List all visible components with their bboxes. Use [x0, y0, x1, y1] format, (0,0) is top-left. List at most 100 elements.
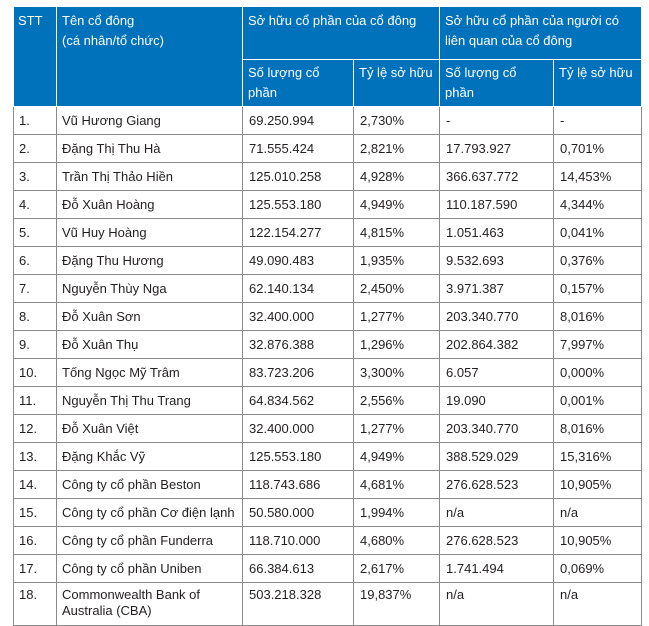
cell-ratio: 1,277%	[352, 414, 441, 443]
cell-related-ratio: 7,997%	[553, 330, 643, 359]
cell-related-qty: 388.529.029	[439, 442, 555, 471]
cell-related-ratio: 10,905%	[553, 470, 643, 499]
table-row: 9. Đỗ Xuân Thụ 32.876.388 1,296% 202.864.382…	[13, 330, 643, 359]
cell-name: Vũ Hương Giang	[56, 106, 243, 135]
cell-qty: 118.710.000	[242, 526, 354, 555]
cell-related-ratio: n/a	[553, 582, 643, 626]
cell-qty: 32.400.000	[242, 414, 354, 443]
header-name-line2: (cá nhân/tổ chức)	[62, 33, 164, 48]
cell-stt: 10.	[13, 358, 57, 387]
cell-related-qty: 366.637.772	[439, 162, 555, 191]
cell-stt: 16.	[13, 526, 57, 555]
cell-qty: 66.384.613	[242, 554, 354, 583]
shareholder-table-container: STT Tên cổ đông (cá nhân/tổ chức) Sở hữu…	[13, 6, 643, 626]
cell-qty: 122.154.277	[242, 218, 354, 247]
cell-stt: 3.	[13, 162, 57, 191]
shareholder-table: STT Tên cổ đông (cá nhân/tổ chức) Sở hữu…	[13, 6, 643, 626]
cell-ratio: 3,300%	[352, 358, 441, 387]
table-body: 1. Vũ Hương Giang 69.250.994 2,730% - -2. Đặng…	[13, 106, 643, 626]
cell-related-qty: 203.340.770	[439, 414, 555, 443]
cell-related-ratio: 0,701%	[553, 134, 643, 163]
cell-ratio: 2,617%	[352, 554, 441, 583]
header-own-group: Sở hữu cổ phần của cổ đông	[241, 6, 441, 60]
table-row: 18. Commonwealth Bank of Australia (CBA) 5…	[13, 582, 643, 626]
cell-related-ratio: 4,344%	[553, 190, 643, 219]
cell-name: Công ty cổ phần Beston	[56, 470, 243, 499]
cell-related-ratio: 15,316%	[553, 442, 643, 471]
cell-qty: 64.834.562	[242, 386, 354, 415]
cell-ratio: 1,277%	[352, 302, 441, 331]
cell-ratio: 1,296%	[352, 330, 441, 359]
cell-ratio: 1,994%	[352, 498, 441, 527]
table-row: 14. Công ty cổ phần Beston 118.743.686 4,68…	[13, 470, 643, 499]
cell-ratio: 4,949%	[352, 190, 441, 219]
cell-related-ratio: 0,001%	[553, 386, 643, 415]
cell-ratio: 1,935%	[352, 246, 441, 275]
cell-name: Đỗ Xuân Hoàng	[56, 190, 243, 219]
cell-name: Đặng Thị Thu Hà	[56, 134, 243, 163]
cell-stt: 2.	[13, 134, 57, 163]
cell-related-ratio: -	[553, 106, 643, 135]
table-row: 7. Nguyễn Thùy Nga 62.140.134 2,450% 3.971.3…	[13, 274, 643, 303]
header-ratio: Tỷ lệ sở hữu	[352, 59, 441, 107]
cell-related-qty: 3.971.387	[439, 274, 555, 303]
cell-related-qty: 202.864.382	[439, 330, 555, 359]
cell-related-qty: 17.793.927	[439, 134, 555, 163]
cell-qty: 32.876.388	[242, 330, 354, 359]
cell-related-qty: 6.057	[439, 358, 555, 387]
cell-stt: 12.	[13, 414, 57, 443]
cell-related-ratio: 10,905%	[553, 526, 643, 555]
cell-related-qty: 110.187.590	[439, 190, 555, 219]
cell-ratio: 2,821%	[352, 134, 441, 163]
cell-related-qty: 276.628.523	[439, 470, 555, 499]
cell-stt: 15.	[13, 498, 57, 527]
cell-stt: 14.	[13, 470, 57, 499]
cell-ratio: 2,556%	[352, 386, 441, 415]
cell-name: Đỗ Xuân Sơn	[56, 302, 243, 331]
header-name: Tên cổ đông (cá nhân/tổ chức)	[56, 6, 243, 107]
table-row: 11. Nguyễn Thị Thu Trang 64.834.562 2,556% 1…	[13, 386, 643, 415]
cell-related-ratio: 0,376%	[553, 246, 643, 275]
cell-stt: 5.	[13, 218, 57, 247]
cell-name: Đỗ Xuân Việt	[56, 414, 243, 443]
cell-ratio: 19,837%	[352, 582, 441, 626]
cell-ratio: 2,730%	[352, 106, 441, 135]
cell-stt: 4.	[13, 190, 57, 219]
cell-related-qty: 276.628.523	[439, 526, 555, 555]
cell-stt: 7.	[13, 274, 57, 303]
table-row: 17. Công ty cổ phần Uniben 66.384.613 2,617…	[13, 554, 643, 583]
table-row: 10. Tống Ngọc Mỹ Trâm 83.723.206 3,300% 6.05…	[13, 358, 643, 387]
cell-name: Công ty cổ phần Funderra	[56, 526, 243, 555]
cell-qty: 503.218.328	[242, 582, 354, 626]
cell-name: Đặng Khắc Vỹ	[56, 442, 243, 471]
cell-qty: 71.555.424	[242, 134, 354, 163]
header-stt: STT	[13, 6, 57, 107]
table-row: 5. Vũ Huy Hoàng 122.154.277 4,815% 1.051.463…	[13, 218, 643, 247]
cell-stt: 9.	[13, 330, 57, 359]
table-row: 6. Đặng Thu Hương 49.090.483 1,935% 9.532.69…	[13, 246, 643, 275]
cell-stt: 18.	[13, 582, 57, 626]
cell-stt: 13.	[13, 442, 57, 471]
cell-stt: 11.	[13, 386, 57, 415]
cell-qty: 118.743.686	[242, 470, 354, 499]
cell-name: Nguyễn Thùy Nga	[56, 274, 243, 303]
table-row: 2. Đặng Thị Thu Hà 71.555.424 2,821% 17.793.…	[13, 134, 643, 163]
cell-related-ratio: 0,000%	[553, 358, 643, 387]
cell-stt: 6.	[13, 246, 57, 275]
cell-related-ratio: n/a	[553, 498, 643, 527]
cell-name: Đỗ Xuân Thụ	[56, 330, 243, 359]
cell-name: Vũ Huy Hoàng	[56, 218, 243, 247]
cell-qty: 49.090.483	[242, 246, 354, 275]
header-name-line1: Tên cổ đông	[62, 13, 135, 28]
cell-related-qty: 19.090	[439, 386, 555, 415]
cell-ratio: 4,928%	[352, 162, 441, 191]
cell-qty: 125.010.258	[242, 162, 354, 191]
cell-qty: 69.250.994	[242, 106, 354, 135]
cell-name: Trần Thị Thảo Hiền	[56, 162, 243, 191]
cell-name: Commonwealth Bank of Australia (CBA)	[56, 582, 243, 626]
header-related-qty: Số lượng cổ phần	[439, 59, 555, 107]
cell-qty: 125.553.180	[242, 190, 354, 219]
cell-ratio: 4,681%	[352, 470, 441, 499]
header-related-ratio: Tỷ lệ sở hữu	[553, 59, 643, 107]
cell-qty: 83.723.206	[242, 358, 354, 387]
